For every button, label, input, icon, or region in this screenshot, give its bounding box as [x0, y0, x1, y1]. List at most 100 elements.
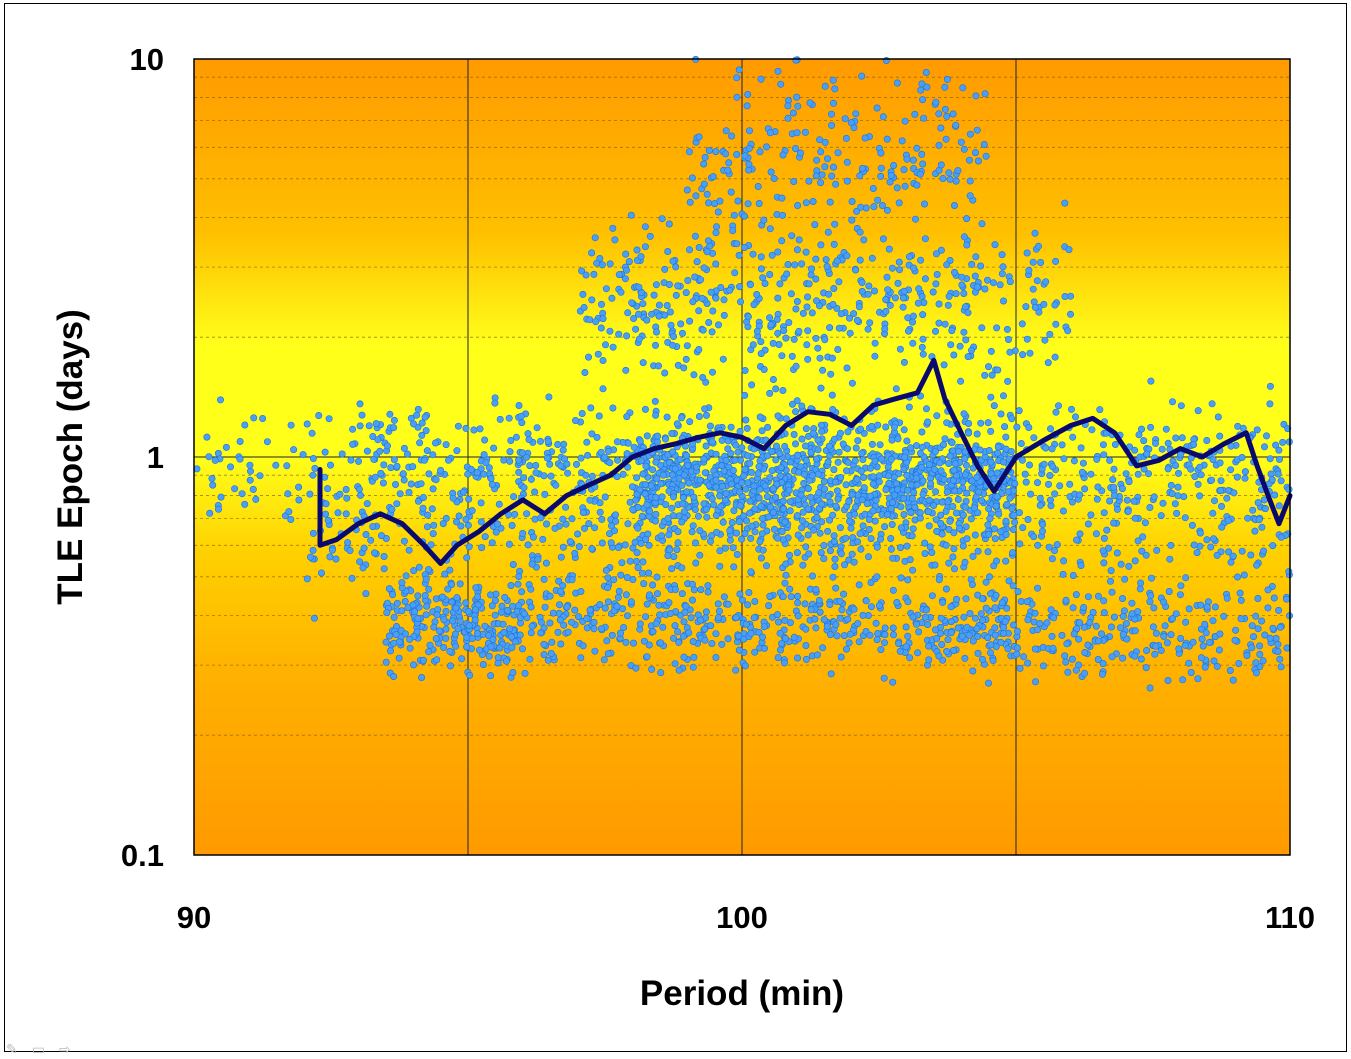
- scatter-point: [440, 616, 448, 624]
- scatter-point: [438, 593, 446, 601]
- scatter-point: [885, 479, 893, 487]
- scatter-point: [587, 404, 595, 412]
- scatter-point: [1081, 669, 1089, 677]
- scatter-point: [1267, 470, 1275, 478]
- scatter-point: [590, 625, 598, 633]
- scatter-point: [1004, 645, 1012, 653]
- scatter-point: [521, 669, 529, 677]
- scatter-point: [486, 591, 494, 599]
- scatter-point: [385, 632, 393, 640]
- scatter-point: [516, 631, 524, 639]
- scatter-point: [856, 172, 864, 180]
- scatter-point: [452, 604, 460, 612]
- scatter-point: [358, 411, 366, 419]
- scatter-point: [843, 252, 851, 260]
- scatter-point: [999, 263, 1007, 271]
- slide-nav-controls[interactable]: ✎ ▭ ⇨: [6, 1041, 106, 1058]
- scatter-point: [308, 429, 316, 437]
- scatter-point: [488, 480, 496, 488]
- scatter-point: [537, 618, 545, 626]
- pen-icon[interactable]: ✎: [6, 1042, 18, 1058]
- scatter-point: [944, 301, 952, 309]
- scatter-point: [1025, 423, 1033, 431]
- scatter-point: [621, 275, 629, 283]
- scatter-point: [522, 453, 530, 461]
- scatter-point: [982, 152, 990, 160]
- scatter-point: [477, 499, 485, 507]
- scatter-point: [1142, 551, 1150, 559]
- scatter-point: [669, 512, 677, 520]
- scatter-point: [891, 491, 899, 499]
- scatter-point: [600, 656, 608, 664]
- scatter-point: [1261, 505, 1269, 513]
- scatter-point: [418, 431, 426, 439]
- scatter-point: [649, 628, 657, 636]
- scatter-point: [529, 533, 537, 541]
- scatter-point: [984, 634, 992, 642]
- scatter-point: [599, 385, 607, 393]
- scatter-point: [781, 616, 789, 624]
- scatter-point: [370, 455, 378, 463]
- scatter-point: [782, 334, 790, 342]
- scatter-point: [1069, 571, 1077, 579]
- scatter-point: [904, 327, 912, 335]
- scatter-point: [945, 559, 953, 567]
- scatter-point: [272, 461, 280, 469]
- scatter-point: [948, 327, 956, 335]
- scatter-point: [792, 305, 800, 313]
- scatter-point: [873, 636, 881, 644]
- scatter-point: [842, 467, 850, 475]
- scatter-point: [703, 190, 711, 198]
- scatter-point: [633, 549, 641, 557]
- scatter-point: [755, 463, 763, 471]
- scatter-point: [868, 440, 876, 448]
- scatter-point: [996, 281, 1004, 289]
- scatter-point: [945, 525, 953, 533]
- scatter-point: [1244, 514, 1252, 522]
- scatter-point: [1237, 615, 1245, 623]
- scatter-point: [641, 481, 649, 489]
- scatter-point: [462, 515, 470, 523]
- scatter-point: [905, 253, 913, 261]
- scatter-point: [1234, 573, 1242, 581]
- scatter-point: [965, 631, 973, 639]
- scatter-point: [691, 539, 699, 547]
- scatter-point: [967, 515, 975, 523]
- scatter-point: [741, 529, 749, 537]
- scatter-point: [918, 80, 926, 88]
- scatter-point: [702, 505, 710, 513]
- scatter-point: [1177, 402, 1185, 410]
- scatter-point: [1024, 515, 1032, 523]
- scatter-point: [1040, 460, 1048, 468]
- scatter-point: [773, 480, 781, 488]
- scatter-point: [987, 641, 995, 649]
- next-arrow-icon[interactable]: ⇨: [58, 1042, 71, 1058]
- scatter-point: [877, 172, 885, 180]
- scatter-point: [1125, 478, 1133, 486]
- scatter-point: [1117, 560, 1125, 568]
- scatter-point: [425, 566, 433, 574]
- scatter-point: [502, 657, 510, 665]
- scatter-point: [1171, 500, 1179, 508]
- scatter-point: [1067, 310, 1075, 318]
- scatter-point: [869, 185, 877, 193]
- scatter-point: [390, 639, 398, 647]
- scatter-point: [1039, 527, 1047, 535]
- scatter-point: [809, 429, 817, 437]
- slide-menu-icon[interactable]: ▭: [31, 1042, 45, 1058]
- scatter-point: [444, 456, 452, 464]
- scatter-point: [773, 611, 781, 619]
- scatter-point: [645, 591, 653, 599]
- scatter-point: [746, 459, 754, 467]
- scatter-point: [285, 508, 293, 516]
- scatter-point: [843, 177, 851, 185]
- scatter-point: [1008, 415, 1016, 423]
- scatter-point: [903, 155, 911, 163]
- scatter-point: [972, 253, 980, 261]
- scatter-point: [1275, 606, 1283, 614]
- scatter-point: [414, 592, 422, 600]
- scatter-point: [642, 613, 650, 621]
- scatter-point: [1036, 501, 1044, 509]
- scatter-point: [1031, 645, 1039, 653]
